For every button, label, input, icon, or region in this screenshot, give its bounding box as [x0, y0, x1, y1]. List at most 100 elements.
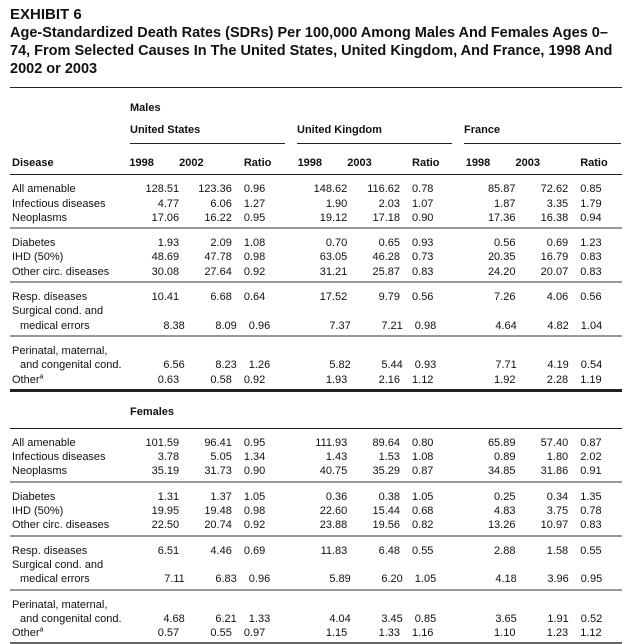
value-cell: 0.54: [580, 359, 603, 372]
table-row: Infectious diseases 3.78 5.05 1.34 1.43 1.53 1…: [10, 450, 622, 464]
value-cell: 0.63: [157, 373, 180, 386]
value-cell: 7.11: [164, 573, 185, 586]
value-cell: [298, 304, 348, 318]
disease-label: medical errors: [20, 319, 90, 332]
value-cell: 3.35: [546, 197, 569, 210]
value-cell: [400, 598, 454, 612]
column-gap: [454, 265, 466, 279]
value-cell: 1.23: [546, 627, 569, 640]
value-cell: 1.04: [580, 319, 603, 332]
value-cell: 0.70: [325, 237, 348, 250]
value-cell: 0.94: [580, 211, 602, 224]
value-cell: 111.93: [315, 436, 348, 449]
column-gap: [454, 236, 466, 250]
value-cell: 0.80: [412, 436, 434, 449]
column-gap: [454, 464, 466, 478]
row-group: All amenable 128.51 123.36 0.96 148.62 116.62…: [10, 175, 622, 230]
row-group: All amenable 101.59 96.41 0.95 111.93 89.64 0.…: [10, 429, 622, 483]
column-header: 2003: [515, 157, 540, 169]
value-cell: [568, 344, 622, 358]
value-cell: 0.78: [412, 183, 434, 196]
column-gap: [286, 626, 298, 640]
value-cell: 2.16: [378, 373, 401, 386]
value-cell: 0.90: [412, 211, 434, 224]
title-rule: [10, 87, 622, 88]
value-cell: 1.10: [494, 627, 516, 640]
value-cell: 16.79: [540, 251, 569, 264]
value-cell: [179, 598, 232, 612]
value-cell: 1.15: [325, 627, 348, 640]
column-gap: [286, 304, 298, 318]
disease-label: All amenable: [12, 183, 76, 196]
value-cell: 1.37: [210, 490, 232, 503]
value-cell: 0.98: [243, 505, 266, 518]
column-header: 2002: [179, 157, 204, 169]
column-gap: [286, 464, 298, 478]
value-cell: 0.56: [412, 291, 434, 304]
value-cell: 34.85: [487, 465, 516, 478]
value-cell: 4.46: [210, 544, 232, 557]
value-cell: 3.75: [546, 505, 569, 518]
value-cell: 1.58: [546, 544, 569, 557]
value-cell: 10.41: [151, 291, 180, 304]
value-cell: 1.91: [547, 612, 569, 625]
row-group: Diabetes 1.93 2.09 1.08 0.70 0.65 0.93 0.56 0.69…: [10, 229, 622, 284]
table-row: Neoplasms 17.06 16.22 0.95 19.12 17.18 0.90 17.…: [10, 211, 622, 225]
value-cell: 63.05: [319, 251, 348, 264]
table-row: Resp. diseases 10.41 6.68 0.64 17.52 9.79 0.56…: [10, 290, 622, 304]
value-cell: 1.53: [378, 451, 401, 464]
value-cell: [466, 598, 516, 612]
value-cell: 3.96: [547, 573, 569, 586]
table-row: and congenital cond. 6.56 8.23 1.26 5.82 5.44…: [10, 358, 622, 372]
column-gap: [454, 197, 466, 211]
value-cell: 0.95: [243, 436, 266, 449]
disease-label: Other circ. diseases: [12, 519, 110, 532]
value-cell: [298, 598, 348, 612]
value-cell: 1.93: [157, 237, 180, 250]
value-cell: 1.80: [546, 451, 569, 464]
value-cell: 0.82: [412, 519, 434, 532]
value-cell: [347, 344, 400, 358]
value-cell: 16.38: [540, 211, 569, 224]
value-cell: 4.68: [163, 612, 185, 625]
value-cell: 19.95: [151, 505, 180, 518]
value-cell: 31.73: [204, 465, 232, 478]
value-cell: [347, 598, 400, 612]
disease-label: Surgical cond. and: [12, 305, 104, 318]
value-cell: 0.87: [412, 465, 434, 478]
value-cell: [400, 344, 454, 358]
value-cell: 24.20: [487, 265, 516, 278]
value-cell: 0.69: [243, 544, 266, 557]
value-cell: [347, 558, 400, 572]
value-cell: 7.37: [329, 319, 351, 332]
value-cell: [129, 598, 179, 612]
value-cell: 0.91: [580, 465, 602, 478]
value-cell: 1.43: [325, 451, 348, 464]
value-cell: 0.92: [243, 519, 266, 532]
exhibit-label: EXHIBIT 6: [10, 6, 82, 23]
value-cell: 0.92: [243, 373, 266, 386]
value-cell: 0.89: [494, 451, 516, 464]
disease-label: and congenital cond.: [20, 359, 122, 372]
value-cell: 1.08: [412, 451, 434, 464]
value-cell: 1.23: [580, 237, 602, 250]
value-cell: 1.16: [412, 627, 434, 640]
table-row: Diabetes 1.31 1.37 1.05 0.36 0.38 1.05 0.25 0.34…: [10, 490, 622, 504]
disease-label: Othera: [12, 626, 44, 640]
value-cell: 30.08: [151, 265, 180, 278]
value-cell: 11.83: [320, 544, 348, 557]
value-cell: 17.18: [372, 211, 401, 224]
value-cell: 4.06: [546, 291, 569, 304]
table-row: medical errors 7.11 6.83 0.96 5.89 6.20 1.05 4.…: [10, 572, 622, 586]
value-cell: 0.95: [243, 211, 266, 224]
column-gap: [454, 504, 466, 518]
row-group: Diabetes 1.31 1.37 1.05 0.36 0.38 1.05 0.25 0.34…: [10, 483, 622, 537]
table-row: Neoplasms 35.19 31.73 0.90 40.75 35.29 0.87 34.…: [10, 464, 622, 478]
value-cell: 96.41: [204, 436, 232, 449]
value-cell: 8.23: [215, 359, 237, 372]
column-header: 1998: [129, 157, 154, 169]
value-cell: 0.38: [378, 490, 401, 503]
value-cell: 1.05: [243, 490, 266, 503]
value-cell: 2.88: [494, 544, 516, 557]
value-cell: 0.83: [580, 519, 602, 532]
